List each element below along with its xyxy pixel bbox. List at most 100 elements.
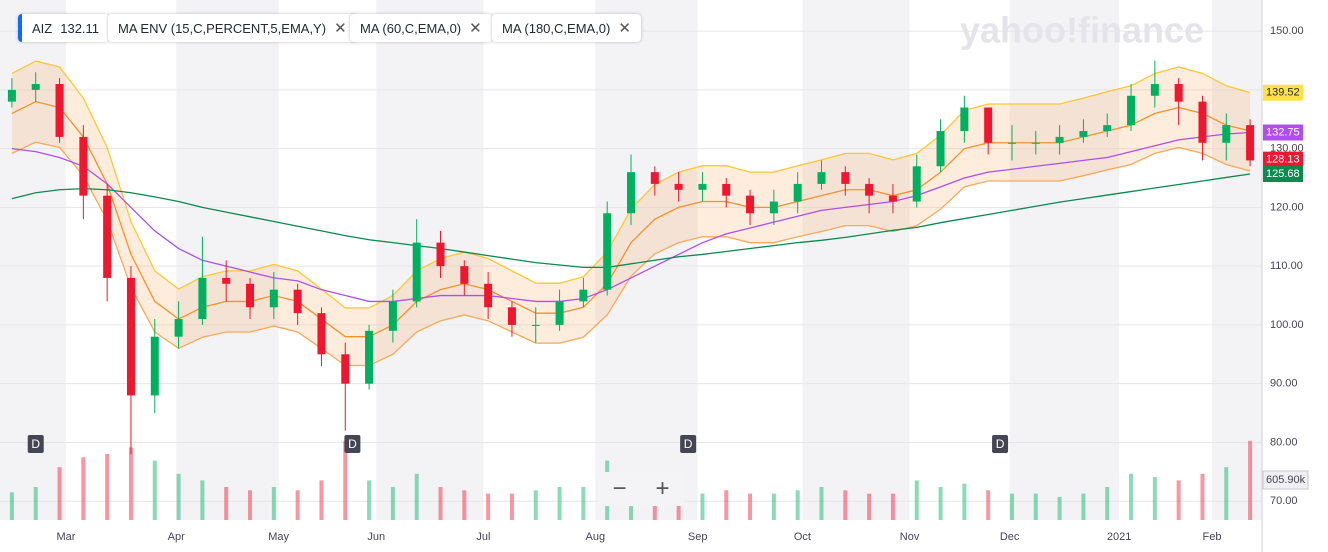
x-tick-label: Jul	[476, 531, 490, 543]
x-tick-label: Dec	[1000, 531, 1020, 543]
candle-body	[365, 330, 374, 384]
legend-pill[interactable]: MA (60,C,EMA,0) ✕	[350, 14, 492, 42]
candle-body	[31, 84, 40, 90]
candle-body	[7, 89, 16, 102]
quote: 132.11	[60, 20, 100, 36]
volume-bar	[248, 490, 253, 520]
candle-body	[1055, 136, 1064, 143]
legend-pill[interactable]: MA ENV (15,C,PERCENT,5,EMA,Y) ✕	[108, 14, 357, 42]
x-tick-label: 2021	[1107, 531, 1131, 543]
candle-body	[79, 136, 88, 196]
candle-body	[650, 172, 659, 184]
volume-bar	[509, 493, 514, 520]
price-badge-label: 132.75	[1266, 126, 1300, 138]
candle-body	[936, 131, 945, 167]
legend-pill[interactable]: MA (180,C,EMA,0) ✕	[492, 14, 641, 42]
candle-body	[507, 307, 516, 325]
volume-bar	[938, 486, 943, 520]
candle-body	[579, 289, 588, 302]
candle-body	[246, 283, 255, 308]
candle-body	[769, 201, 778, 214]
close-icon[interactable]: ✕	[618, 20, 631, 37]
volume-bar	[224, 486, 229, 520]
dividend-label: D	[684, 437, 693, 451]
x-tick-label: May	[268, 531, 289, 543]
volume-bar	[533, 490, 538, 520]
volume-bar	[295, 490, 300, 520]
ma-line	[11, 100, 1251, 338]
volume-bar	[771, 493, 776, 520]
volume-bar	[105, 453, 110, 520]
volume-bar	[57, 467, 62, 520]
zoom-in[interactable]: +	[655, 475, 670, 502]
close-icon[interactable]: ✕	[334, 20, 347, 37]
watermark: yahoo!finance	[960, 10, 1204, 51]
y-tick-label: 150.00	[1270, 25, 1304, 37]
dividend-label: D	[31, 437, 40, 451]
candle-body	[1222, 125, 1231, 143]
month-shade	[1211, 0, 1262, 520]
y-tick-label: 100.00	[1270, 319, 1304, 331]
candle-body	[1150, 84, 1159, 96]
volume-bar	[986, 490, 991, 520]
volume-bar	[152, 460, 157, 520]
volume-bar	[914, 480, 919, 520]
candle-body	[388, 301, 397, 331]
volume-bar	[319, 480, 324, 520]
x-tick-label: Sep	[688, 531, 708, 543]
candle-body	[198, 277, 207, 320]
candle-body	[984, 107, 993, 143]
volume-bar	[1176, 480, 1181, 520]
month-shade	[1009, 0, 1120, 520]
y-tick-label: 130.00	[1270, 143, 1304, 155]
symbol-pill[interactable]: AIZ 132.11	[18, 14, 110, 42]
legend-entry: MA (180,C,EMA,0)	[502, 20, 611, 36]
zoom-out[interactable]: −	[612, 475, 627, 502]
price-badge-label: 128.13	[1266, 154, 1300, 166]
candle-body	[912, 166, 921, 202]
volume-bar	[414, 473, 419, 520]
volume-bar	[676, 493, 681, 520]
x-tick-label: Jun	[367, 531, 385, 543]
volume-bar	[390, 486, 395, 520]
volume-bar	[438, 486, 443, 520]
volume-bar	[724, 490, 729, 520]
candle-body	[436, 242, 445, 267]
candle-body	[1079, 131, 1088, 137]
month-shade	[176, 0, 279, 520]
candle-body	[293, 289, 302, 314]
volume-bar	[962, 483, 967, 520]
month-shade	[595, 0, 698, 520]
dividend-marker	[27, 435, 44, 453]
volume-bar	[1200, 473, 1205, 520]
month-shade	[376, 0, 484, 520]
y-tick-label: 80.00	[1270, 436, 1298, 448]
dividend-label: D	[348, 437, 357, 451]
candle-body	[627, 172, 635, 214]
candle-body	[103, 195, 112, 278]
volume-bar	[748, 493, 753, 520]
candle-body	[1174, 84, 1183, 102]
x-tick-label: Feb	[1203, 531, 1222, 543]
volume-bar	[581, 486, 586, 520]
candle-body	[698, 183, 707, 190]
candle-body	[817, 172, 826, 184]
volume-bar	[343, 440, 348, 520]
y-tick-label: 110.00	[1270, 260, 1303, 272]
x-tick-label: Apr	[168, 531, 185, 543]
volume-bar	[81, 457, 86, 520]
candle-body	[793, 183, 802, 202]
volume-bar	[890, 493, 895, 520]
volume-bar	[1129, 473, 1134, 520]
candle-body	[888, 195, 897, 202]
background	[0, 0, 1262, 520]
candle-body	[531, 324, 540, 326]
volume-bar	[700, 493, 705, 520]
x-tick-label: Aug	[585, 531, 605, 543]
dividend-marker	[992, 435, 1009, 453]
volume-bar	[176, 473, 181, 520]
legend-entry: MA (60,C,EMA,0)	[360, 20, 462, 36]
dividend-marker	[680, 435, 697, 453]
close-icon[interactable]: ✕	[469, 20, 482, 37]
